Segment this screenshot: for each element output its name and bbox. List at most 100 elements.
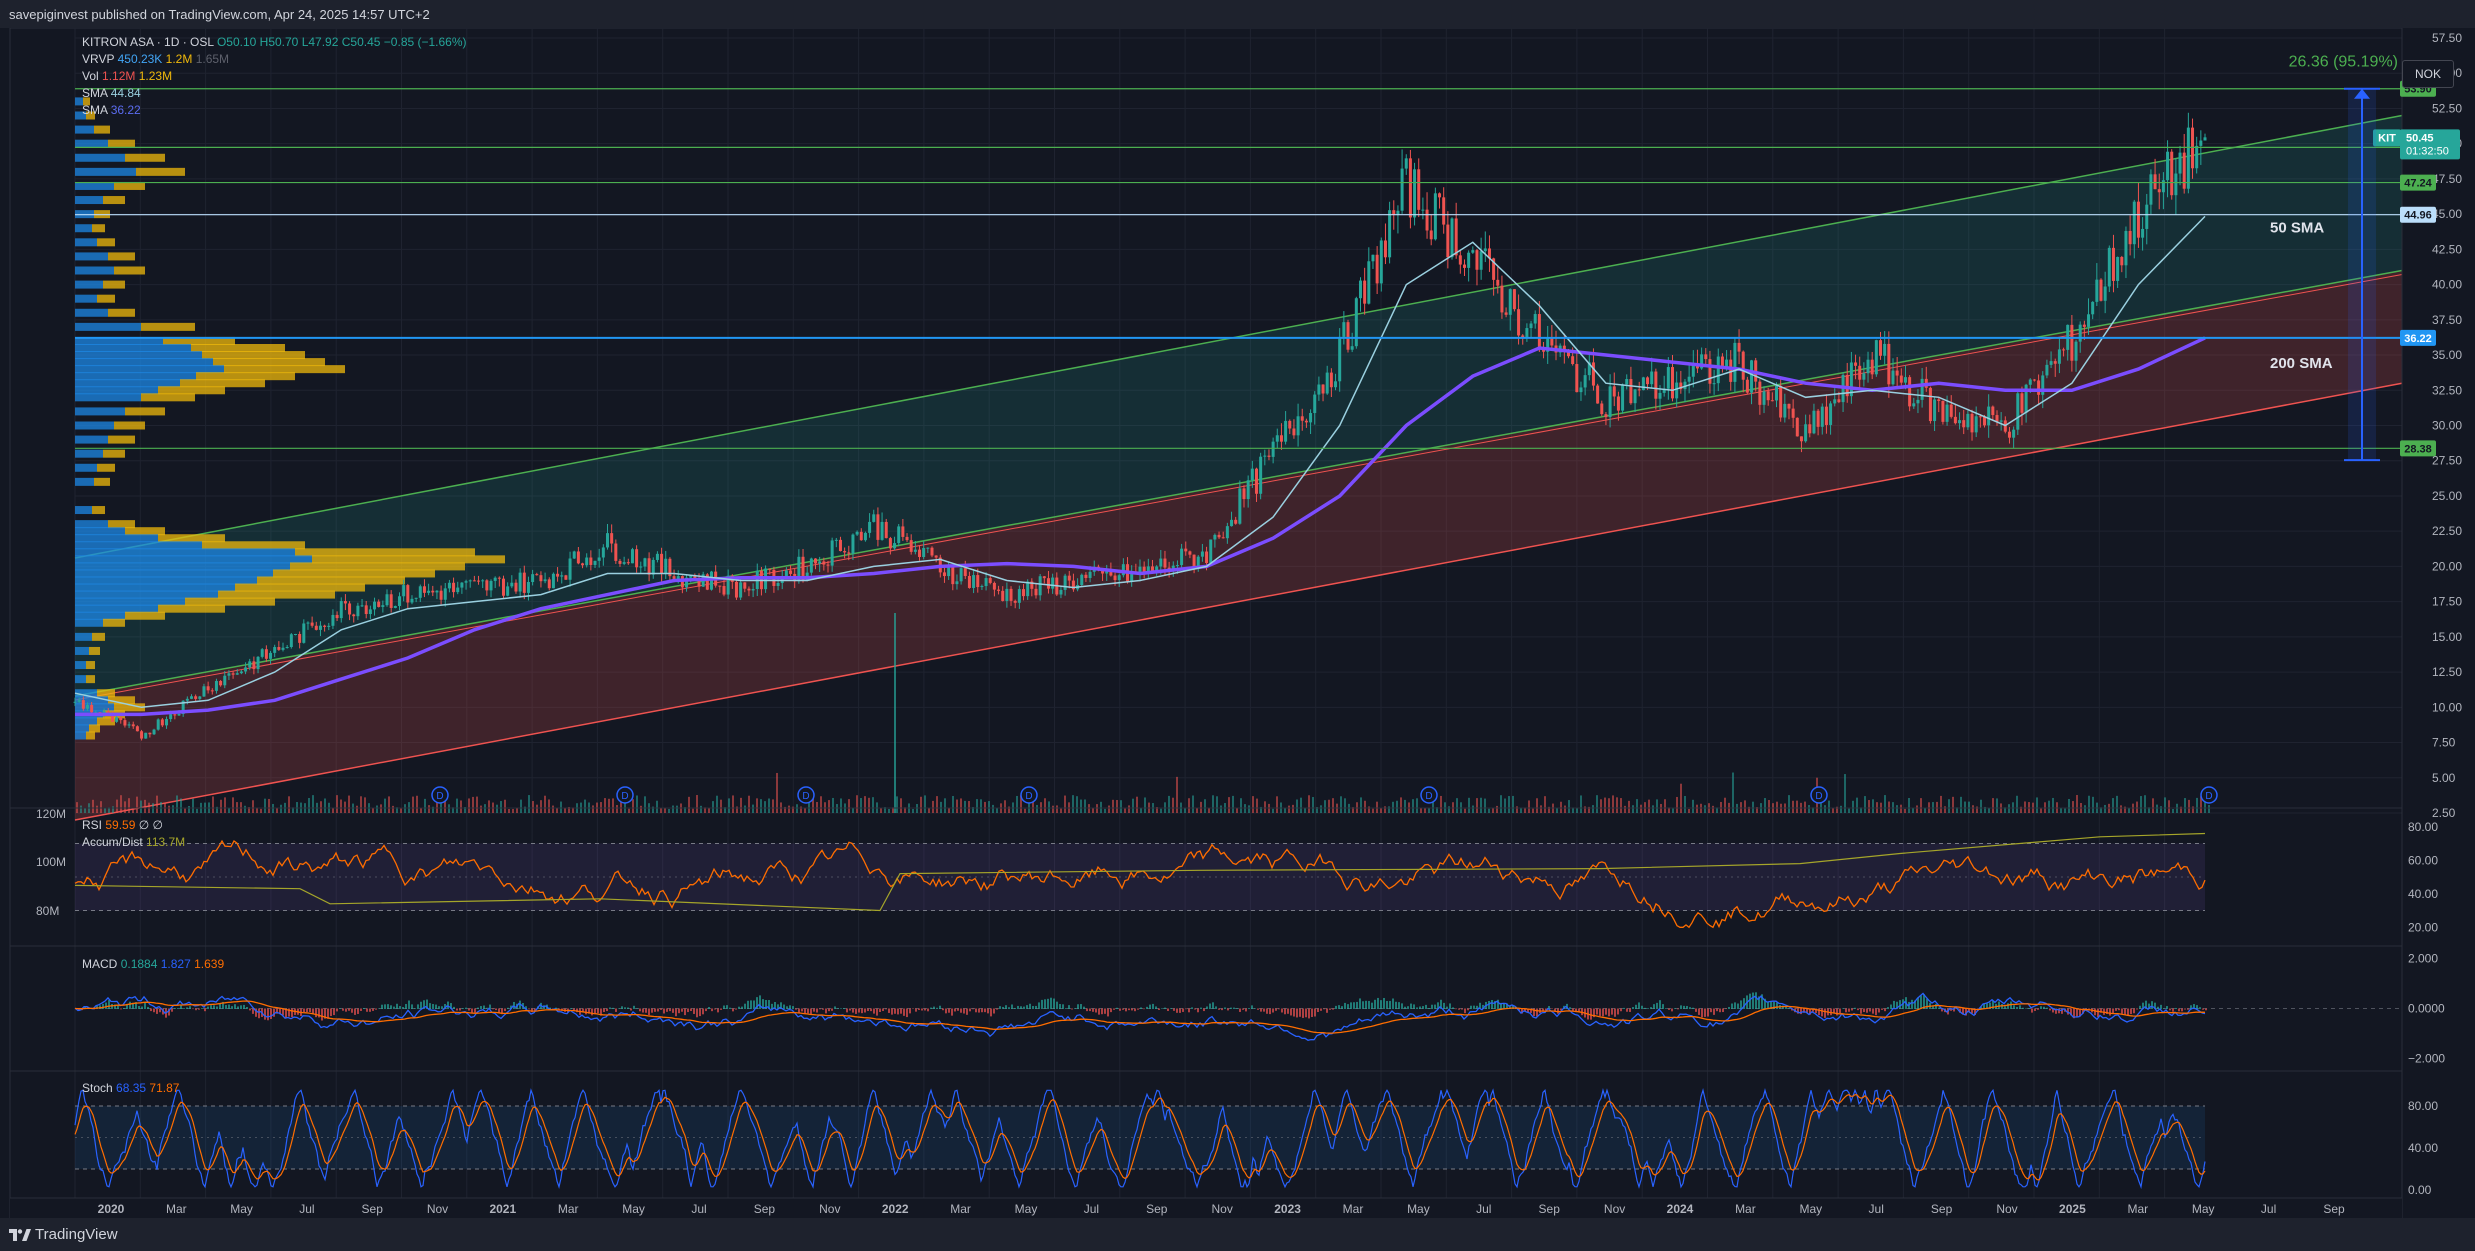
candle-body: [1783, 403, 1787, 418]
macd-histogram-bar: [1803, 1008, 1805, 1013]
candle-body: [256, 656, 260, 670]
vrvp-bar-up: [75, 351, 202, 360]
time-tick-label: Jul: [1869, 1202, 1884, 1216]
candle-body: [1109, 570, 1113, 576]
macd-histogram-bar: [1590, 1008, 1592, 1020]
vrvp-bar-up: [75, 196, 103, 205]
volume-bar: [436, 797, 438, 813]
price-tag-28-38: 28.38: [2404, 443, 2432, 455]
volume-bar: [1672, 808, 1674, 813]
vrvp-bar-down: [235, 583, 365, 592]
volume-bar: [96, 805, 98, 813]
chart-svg[interactable]: 57.5055.0052.5050.0047.5045.0042.5040.00…: [0, 27, 2475, 1219]
candle-body: [1442, 197, 1446, 225]
volume-bar: [1600, 799, 1602, 813]
volume-bar: [1704, 805, 1706, 813]
candle-body: [930, 547, 934, 556]
volume-bar: [512, 808, 514, 813]
volume-bar: [308, 797, 310, 813]
vrvp-bar-down: [125, 611, 165, 620]
volume-bar: [1016, 795, 1018, 813]
sma1-label[interactable]: SMA: [82, 86, 108, 100]
macd-histogram-bar: [219, 1003, 221, 1009]
macd-histogram-bar: [2067, 1008, 2069, 1015]
vrvp-bar-up: [75, 696, 108, 705]
candle-body: [1071, 580, 1075, 590]
volume-bar: [184, 808, 186, 813]
candle-body: [264, 649, 268, 659]
macd-histogram-bar: [2043, 1006, 2045, 1009]
volume-bar: [1636, 799, 1638, 813]
macd-histogram-bar: [1413, 1004, 1415, 1009]
symbol-label[interactable]: KITRON ASA · 1D · OSL: [82, 35, 214, 49]
rsi-label[interactable]: RSI: [82, 818, 103, 832]
volume-bar: [456, 798, 458, 813]
candle-body: [556, 573, 560, 577]
candle-body: [1475, 250, 1479, 270]
tradingview-logo[interactable]: TradingView: [9, 1226, 118, 1243]
candle-body: [1575, 364, 1579, 393]
volume-bar: [1980, 799, 1982, 813]
volume-bar: [1620, 798, 1622, 813]
volume-bar: [900, 798, 902, 813]
time-tick-label: Nov: [819, 1202, 840, 1216]
macd-histogram-bar: [1698, 1008, 1700, 1015]
volume-bar: [1976, 806, 1978, 813]
chart-area[interactable]: 57.5055.0052.5050.0047.5045.0042.5040.00…: [0, 27, 2475, 1242]
candle-body: [905, 536, 909, 541]
macd-histogram-bar: [369, 1008, 371, 1012]
macd-histogram-bar: [2130, 1008, 2132, 1015]
candle-body: [589, 557, 593, 565]
candle-body: [576, 551, 580, 564]
macd-histogram-bar: [1185, 1008, 1187, 1010]
macd-histogram-bar: [1776, 1002, 1778, 1009]
candle-body: [1625, 379, 1629, 385]
macd-histogram-bar: [1611, 1008, 1613, 1015]
candle-body: [593, 560, 597, 565]
macd-histogram-bar: [798, 1008, 800, 1013]
macd-histogram-bar: [1713, 1008, 1715, 1015]
candle-body: [1246, 480, 1250, 500]
ad-label[interactable]: Accum/Dist: [82, 835, 143, 849]
volume-bar: [832, 797, 834, 813]
volume-bar: [1840, 805, 1842, 813]
stoch-label[interactable]: Stoch: [82, 1081, 113, 1095]
candle-body: [1487, 248, 1491, 259]
macd-histogram-bar: [234, 1004, 236, 1009]
candle-body: [1005, 588, 1009, 601]
macd-label[interactable]: MACD: [82, 957, 118, 971]
candle-body: [1899, 375, 1903, 383]
sma2-label[interactable]: SMA: [82, 103, 108, 117]
macd-histogram-bar: [1641, 1005, 1643, 1009]
volume-bar: [1204, 799, 1206, 813]
macd-histogram-bar: [924, 1008, 926, 1011]
volume-bar: [1048, 801, 1050, 813]
macd-histogram-bar: [1179, 1008, 1181, 1013]
vol-label[interactable]: Vol: [82, 69, 99, 83]
volume-bar: [2064, 808, 2066, 813]
macd-histogram-bar: [2079, 1008, 2081, 1017]
volume-bar: [1368, 806, 1370, 813]
volume-bar: [1640, 804, 1642, 813]
currency-button[interactable]: NOK: [2402, 60, 2454, 88]
candle-body: [1354, 298, 1358, 347]
candle-body: [1496, 279, 1500, 286]
volume-bar: [424, 798, 426, 813]
sma50-line: [74, 215, 2206, 709]
time-tick-label: 2022: [882, 1202, 909, 1216]
vrvp-label[interactable]: VRVP: [82, 52, 115, 66]
candle-body: [1296, 416, 1300, 436]
volume-bar: [1372, 808, 1374, 813]
candle-body: [718, 585, 722, 587]
vrvp-bar-up: [75, 294, 97, 303]
volume-bar: [996, 807, 998, 813]
vrvp-bar-down: [125, 527, 165, 536]
macd-histogram-bar: [1230, 1007, 1232, 1009]
candle-body: [1775, 385, 1779, 401]
macd-histogram-bar: [942, 1008, 944, 1011]
candle-body: [918, 549, 922, 558]
candle-body: [1962, 420, 1966, 428]
macd-histogram-bar: [276, 1008, 278, 1014]
macd-histogram-bar: [1482, 1004, 1484, 1009]
macd-histogram-bar: [2073, 1008, 2075, 1019]
